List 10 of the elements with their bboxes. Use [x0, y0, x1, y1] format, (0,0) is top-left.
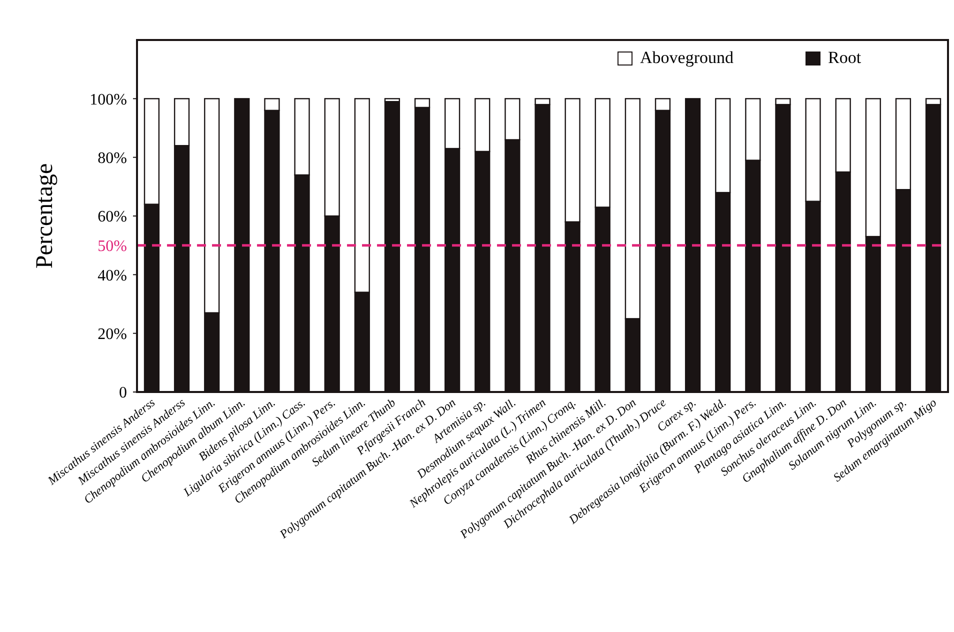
y-tick-label: 100% — [90, 91, 127, 108]
ref-line-label: 50% — [98, 238, 127, 255]
legend-label: Root — [828, 48, 862, 67]
y-tick-label: 40% — [98, 267, 127, 284]
y-tick-label: 80% — [98, 150, 127, 167]
y-axis-title: Percentage — [32, 163, 58, 269]
y-tick-label: 0 — [119, 384, 127, 402]
y-tick-label: 20% — [98, 326, 127, 343]
y-tick-label: 60% — [98, 208, 127, 226]
legend-label: Aboveground — [640, 48, 734, 67]
